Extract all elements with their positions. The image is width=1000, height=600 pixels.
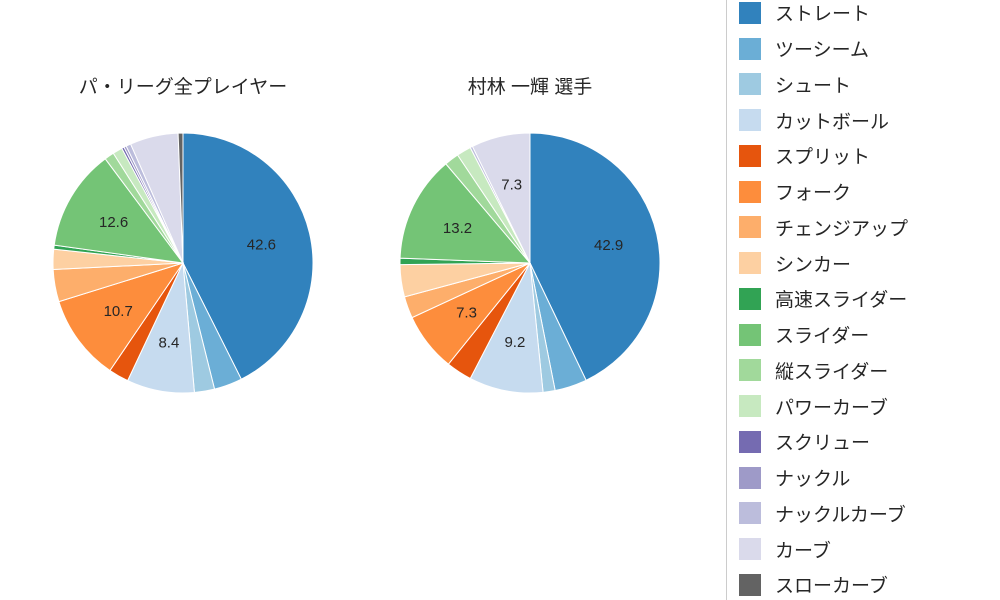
legend-item: ナックルカーブ [739, 496, 1000, 532]
legend-label: ストレート [775, 4, 871, 26]
legend-item: フォーク [739, 174, 1000, 210]
pie-slice [177, 132, 184, 264]
legend-item: パワーカーブ [739, 388, 1000, 424]
legend: ストレートツーシームシュートカットボール スプリットフォークチェンジアップ シンカー… [726, 0, 1000, 600]
legend-item: スローカーブ [739, 567, 1000, 600]
legend-item: カーブ [739, 531, 1000, 567]
legend-color-swatch [739, 252, 761, 275]
legend-label: シュート [775, 75, 852, 97]
legend-item: ナックル [739, 460, 1000, 496]
legend-item: スクリュー [739, 424, 1000, 460]
slice-value-label: 7.3 [501, 177, 522, 194]
legend-item: 縦スライダー [739, 353, 1000, 389]
legend-color-swatch [739, 144, 761, 167]
legend-label: スプリット [775, 147, 871, 169]
legend-label: スクリュー [775, 433, 871, 455]
legend-label: 縦スライダー [775, 361, 889, 383]
pie-slice [182, 132, 314, 380]
legend-label: 高速スライダー [775, 290, 908, 312]
legend-label: ナックルカーブ [775, 504, 906, 526]
legend-item: スライダー [739, 317, 1000, 353]
legend-item: カットボール [739, 102, 1000, 138]
pie-slice [58, 262, 185, 372]
legend-color-swatch [739, 502, 761, 525]
legend-color-swatch [739, 573, 761, 596]
legend-color-swatch [739, 466, 761, 489]
slice-value-label: 9.2 [504, 334, 525, 351]
pie-chart-league-all-players: 42.6 8.4 10.7 12.6 [52, 132, 314, 394]
legend-color-swatch [739, 109, 761, 132]
legend-color-swatch [739, 1, 761, 24]
legend-label: ツーシーム [775, 40, 870, 62]
legend-item: 高速スライダー [739, 281, 1000, 317]
slice-value-label: 7.3 [456, 305, 477, 322]
slice-value-label: 42.6 [247, 236, 276, 253]
legend-label: カーブ [775, 540, 831, 562]
legend-color-swatch [739, 430, 761, 453]
pie-chart-player-murabayashi: 42.9 9.2 7.3 13.2 7.3 [399, 132, 661, 394]
legend-color-swatch [739, 216, 761, 239]
slice-value-label: 42.9 [594, 237, 623, 254]
pie-slice [471, 132, 531, 264]
pie-slice [529, 132, 661, 381]
legend-item: シンカー [739, 245, 1000, 281]
legend-color-swatch [739, 180, 761, 203]
legend-label: チェンジアップ [775, 218, 909, 240]
legend-label: シンカー [775, 254, 852, 276]
legend-label: カットボール [775, 111, 890, 133]
slice-value-label: 8.4 [158, 334, 179, 351]
legend-label: ナックル [775, 469, 851, 491]
legend-item: チェンジアップ [739, 210, 1000, 246]
legend-item: ストレート [739, 0, 1000, 31]
legend-color-swatch [739, 395, 761, 418]
legend-item: シュート [739, 67, 1000, 103]
legend-label: パワーカーブ [775, 397, 888, 419]
legend-color-swatch [739, 359, 761, 382]
pie-slice [399, 163, 532, 264]
legend-label: フォーク [775, 183, 852, 205]
legend-color-swatch [739, 73, 761, 96]
left-pie-title: パ・リーグ全プレイヤー [78, 77, 288, 98]
legend-item: ツーシーム [739, 31, 1000, 67]
legend-color-swatch [739, 287, 761, 310]
legend-label: スライダー [775, 326, 870, 348]
legend-color-swatch [739, 323, 761, 346]
slice-value-label: 12.6 [99, 214, 128, 231]
legend-color-swatch [739, 538, 761, 561]
pie-slice [53, 158, 185, 264]
legend-item: スプリット [739, 138, 1000, 174]
legend-label: スローカーブ [775, 576, 888, 598]
legend-color-swatch [739, 37, 761, 60]
right-pie-title: 村林 一輝 選手 [467, 77, 593, 98]
slice-value-label: 10.7 [104, 303, 133, 320]
slice-value-label: 13.2 [443, 220, 472, 237]
